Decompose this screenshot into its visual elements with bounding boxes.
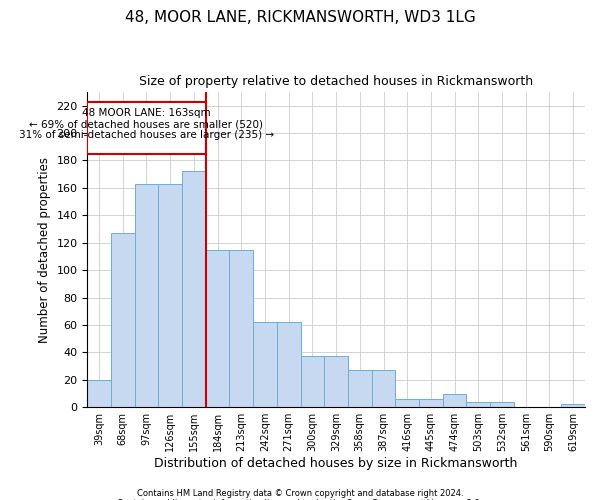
Y-axis label: Number of detached properties: Number of detached properties xyxy=(38,156,50,342)
Bar xyxy=(371,370,395,407)
Bar xyxy=(395,399,419,407)
Bar xyxy=(229,250,253,407)
Bar xyxy=(443,394,466,407)
Bar xyxy=(466,402,490,407)
Bar xyxy=(158,184,182,407)
Bar xyxy=(87,102,206,154)
Bar xyxy=(324,356,348,407)
Bar xyxy=(490,402,514,407)
Bar xyxy=(182,172,206,407)
Title: Size of property relative to detached houses in Rickmansworth: Size of property relative to detached ho… xyxy=(139,75,533,88)
Text: 48 MOOR LANE: 163sqm: 48 MOOR LANE: 163sqm xyxy=(82,108,211,118)
Bar xyxy=(87,380,111,407)
Text: 48, MOOR LANE, RICKMANSWORTH, WD3 1LG: 48, MOOR LANE, RICKMANSWORTH, WD3 1LG xyxy=(125,10,475,25)
Bar xyxy=(277,322,301,407)
Text: ← 69% of detached houses are smaller (520): ← 69% of detached houses are smaller (52… xyxy=(29,120,263,130)
Bar xyxy=(348,370,371,407)
Bar xyxy=(561,404,585,407)
Bar xyxy=(134,184,158,407)
Text: Contains HM Land Registry data © Crown copyright and database right 2024.: Contains HM Land Registry data © Crown c… xyxy=(137,488,463,498)
Bar xyxy=(419,399,443,407)
Bar xyxy=(111,233,134,407)
Bar xyxy=(301,356,324,407)
Text: 31% of semi-detached houses are larger (235) →: 31% of semi-detached houses are larger (… xyxy=(19,130,274,140)
Bar xyxy=(253,322,277,407)
Bar xyxy=(206,250,229,407)
X-axis label: Distribution of detached houses by size in Rickmansworth: Distribution of detached houses by size … xyxy=(154,457,518,470)
Text: Contains public sector information licensed under the Open Government Licence v3: Contains public sector information licen… xyxy=(118,498,482,500)
